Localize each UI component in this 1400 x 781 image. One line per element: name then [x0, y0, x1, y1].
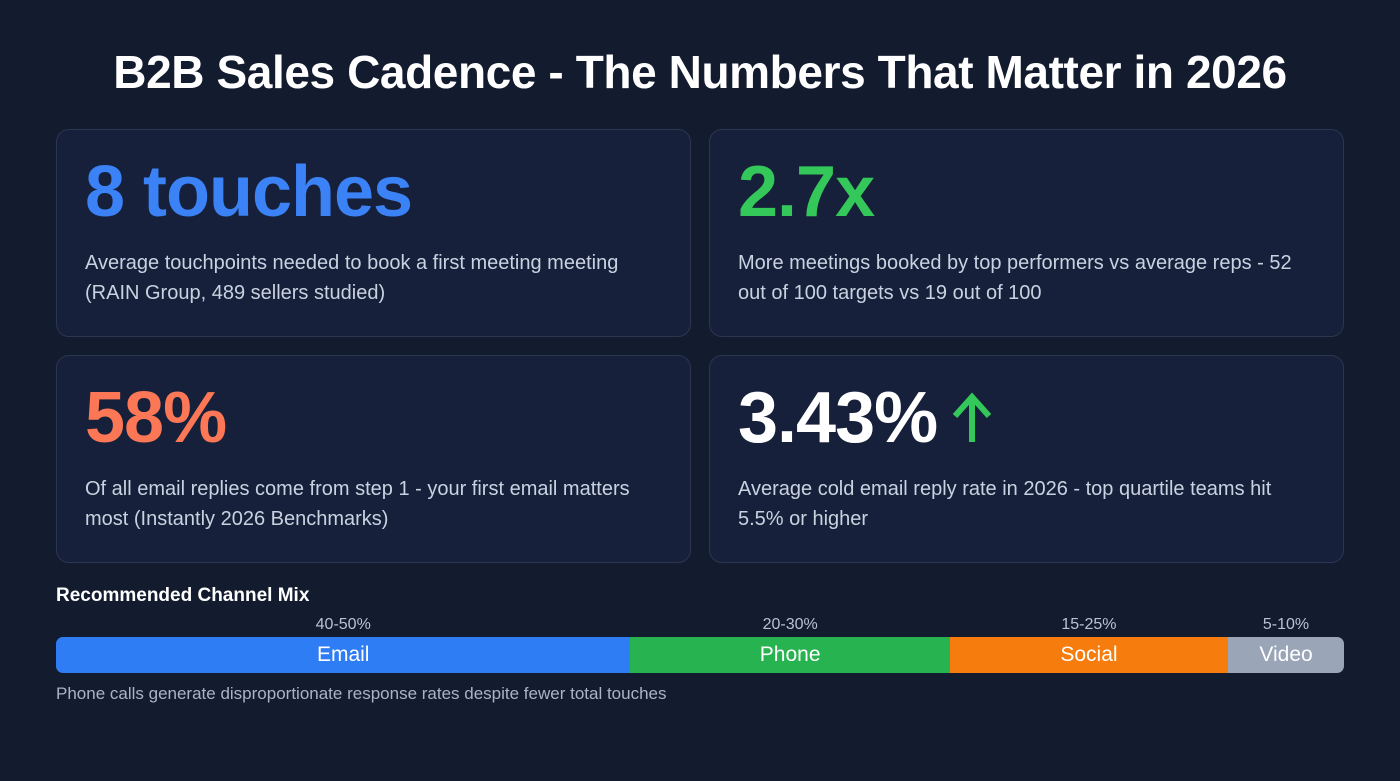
- stat-description: More meetings booked by top performers v…: [738, 251, 1292, 304]
- channel-segment-phone[interactable]: Phone: [630, 636, 950, 673]
- channel-mix-section: Recommended Channel Mix 40-50% 20-30% 15…: [56, 585, 1344, 704]
- stat-value-row: 8 touches: [85, 156, 664, 228]
- stat-card-multiplier: 2.7x More meetings booked by top perform…: [709, 128, 1344, 337]
- channel-mix-heading: Recommended Channel Mix: [56, 584, 310, 606]
- channel-range-social: 15-25%: [1061, 615, 1117, 633]
- channel-range-email: 40-50%: [315, 615, 371, 633]
- stat-value: 8 touches: [85, 151, 413, 232]
- stat-card-first-step-replies: 58% Of all email replies come from step …: [56, 354, 691, 563]
- stat-value: 3.43%: [738, 377, 938, 458]
- stat-value-row: 2.7x: [738, 156, 1317, 228]
- channel-range-video: 5-10%: [1262, 615, 1310, 633]
- channel-segment-social[interactable]: Social: [949, 636, 1229, 673]
- stat-value: 58%: [85, 377, 227, 458]
- stat-description: Of all email replies come from step 1 - …: [85, 477, 630, 530]
- channel-segment-video[interactable]: Video: [1228, 636, 1344, 673]
- stat-description: Average touchpoints needed to book a fir…: [85, 251, 619, 304]
- trend-up-arrow-icon: [951, 390, 993, 446]
- channel-range-phone: 20-30%: [762, 615, 818, 633]
- stat-description: Average cold email reply rate in 2026 - …: [738, 477, 1272, 530]
- stat-card-reply-rate: 3.43% Average cold email reply rate in 2…: [709, 354, 1344, 563]
- channel-mix-bar: Email Phone Social Video: [56, 636, 1344, 673]
- stat-card-touches: 8 touches Average touchpoints needed to …: [56, 128, 691, 337]
- stat-value-row: 58%: [85, 382, 664, 454]
- stat-card-grid: 8 touches Average touchpoints needed to …: [56, 128, 1344, 563]
- channel-mix-range-labels: 40-50% 20-30% 15-25% 5-10%: [56, 613, 1344, 637]
- channel-segment-email[interactable]: Email: [56, 636, 631, 673]
- page-title: B2B Sales Cadence - The Numbers That Mat…: [113, 46, 1287, 98]
- channel-mix-note: Phone calls generate disproportionate re…: [56, 683, 667, 703]
- stat-value: 2.7x: [738, 151, 875, 232]
- stat-value-row: 3.43%: [738, 382, 1317, 454]
